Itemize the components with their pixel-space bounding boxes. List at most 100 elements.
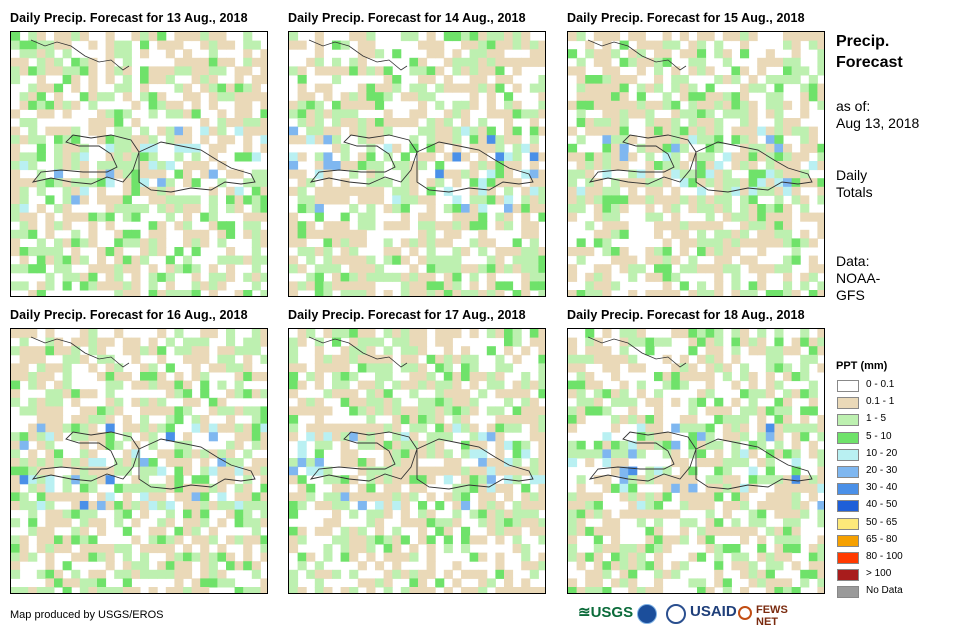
precip-cell: [538, 449, 546, 458]
precip-cell: [602, 449, 611, 458]
precip-cell: [521, 41, 530, 50]
precip-cell: [323, 329, 332, 338]
precip-cell: [289, 101, 298, 110]
precip-cell: [123, 238, 132, 247]
precip-cell: [478, 49, 487, 58]
precip-cell: [392, 256, 401, 265]
precip-cell: [11, 161, 20, 170]
precip-cell: [37, 109, 46, 118]
precip-cell: [71, 32, 80, 41]
precip-cell: [706, 363, 715, 372]
precip-cell: [487, 501, 496, 510]
precip-cell: [252, 281, 261, 290]
precip-cell: [568, 66, 577, 75]
precip-cell: [470, 161, 479, 170]
precip-cell: [45, 398, 54, 407]
precip-cell: [54, 346, 63, 355]
precip-cell: [628, 101, 637, 110]
precip-cell: [809, 41, 818, 50]
precip-cell: [349, 32, 358, 41]
sidebar-title-line1: Precip.: [836, 31, 903, 52]
precip-cell: [740, 92, 749, 101]
precip-cell: [427, 41, 436, 50]
precip-cell: [697, 355, 706, 364]
precip-cell: [435, 527, 444, 536]
precip-cell: [243, 338, 252, 347]
precip-cell: [106, 281, 115, 290]
precip-cell: [63, 492, 72, 501]
precip-cell: [538, 41, 546, 50]
precip-cell: [594, 355, 603, 364]
precip-cell: [20, 256, 29, 265]
precip-cell: [332, 135, 341, 144]
precip-cell: [452, 109, 461, 118]
precip-cell: [315, 372, 324, 381]
precip-cell: [602, 84, 611, 93]
precip-cell: [140, 66, 149, 75]
precip-cell: [478, 432, 487, 441]
precip-cell: [226, 441, 235, 450]
precip-cell: [809, 290, 818, 297]
precip-cell: [37, 75, 46, 84]
precip-cell: [45, 109, 54, 118]
precip-cell: [174, 449, 183, 458]
precip-cell: [358, 535, 367, 544]
precip-cell: [217, 363, 226, 372]
precip-cell: [157, 221, 166, 230]
precip-cell: [427, 273, 436, 282]
precip-cell: [470, 221, 479, 230]
precip-cell: [97, 338, 106, 347]
panel-title-6: Daily Precip. Forecast for 18 Aug., 2018: [567, 308, 805, 322]
precip-cell: [252, 527, 261, 536]
precip-cell: [106, 264, 115, 273]
precip-cell: [697, 109, 706, 118]
precip-cell: [28, 161, 37, 170]
precip-cell: [444, 458, 453, 467]
precip-cell: [392, 467, 401, 476]
precip-cell: [817, 363, 825, 372]
precip-cell: [697, 238, 706, 247]
precip-cell: [306, 195, 315, 204]
precip-cell: [260, 118, 268, 127]
precip-cell: [602, 290, 611, 297]
precip-cell: [315, 501, 324, 510]
precip-cell: [731, 238, 740, 247]
precip-cell: [602, 510, 611, 519]
precip-cell: [817, 475, 825, 484]
precip-cell: [63, 238, 72, 247]
precip-cell: [706, 247, 715, 256]
precip-cell: [697, 290, 706, 297]
precip-cell: [349, 449, 358, 458]
precip-cell: [513, 338, 522, 347]
precip-cell: [315, 587, 324, 594]
precip-cell: [349, 230, 358, 239]
precip-cell: [375, 66, 384, 75]
precip-cell: [783, 415, 792, 424]
precip-cell: [174, 458, 183, 467]
precip-cell: [209, 561, 218, 570]
precip-cell: [235, 518, 244, 527]
precip-cell: [478, 230, 487, 239]
precip-cell: [723, 195, 732, 204]
precip-cell: [418, 66, 427, 75]
precip-cell: [723, 101, 732, 110]
precip-cell: [341, 230, 350, 239]
precip-cell: [577, 389, 586, 398]
precip-cell: [140, 204, 149, 213]
precip-cell: [663, 432, 672, 441]
precip-cell: [611, 247, 620, 256]
precip-cell: [341, 161, 350, 170]
precip-cell: [401, 290, 410, 297]
precip-cell: [243, 58, 252, 67]
precip-cell: [157, 178, 166, 187]
precip-cell: [401, 92, 410, 101]
precip-cell: [80, 152, 89, 161]
precip-cell: [323, 432, 332, 441]
precip-cell: [409, 66, 418, 75]
precip-cell: [260, 127, 268, 136]
precip-cell: [243, 221, 252, 230]
precip-cell: [88, 346, 97, 355]
precip-cell: [654, 415, 663, 424]
precip-cell: [577, 415, 586, 424]
precip-cell: [366, 492, 375, 501]
